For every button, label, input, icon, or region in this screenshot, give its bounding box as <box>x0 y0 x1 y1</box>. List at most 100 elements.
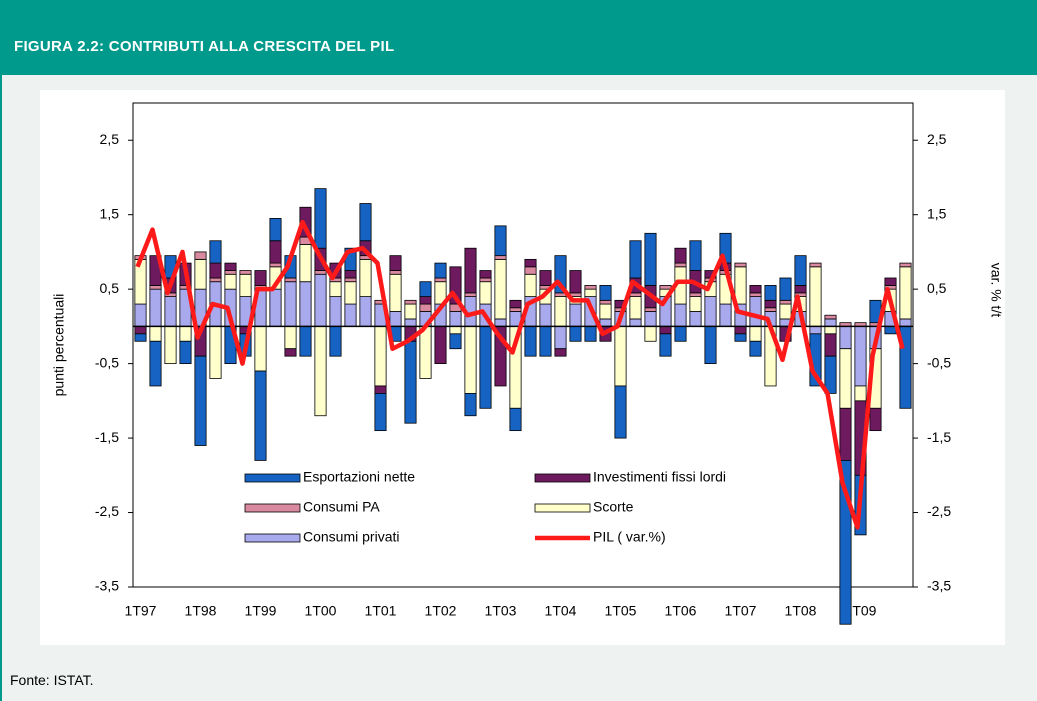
bar <box>554 348 567 357</box>
bar <box>134 325 147 335</box>
bar <box>464 292 477 297</box>
y2-tick-label: 0,5 <box>927 280 947 296</box>
bar <box>479 270 492 279</box>
legend-swatch <box>244 533 301 543</box>
bar <box>239 273 252 297</box>
bar <box>839 325 852 350</box>
bar <box>449 325 462 335</box>
bar <box>344 303 357 327</box>
bar <box>824 314 837 320</box>
y-tick-label: -0,5 <box>95 354 119 370</box>
legend-swatch <box>244 473 301 483</box>
bar <box>389 255 402 271</box>
bar <box>524 325 537 357</box>
bar <box>569 303 582 327</box>
legend-swatch <box>244 503 301 513</box>
legend-label: Scorte <box>593 499 634 515</box>
bar <box>509 299 522 309</box>
bar <box>584 325 597 342</box>
bar <box>704 325 717 365</box>
bar <box>764 299 777 309</box>
bar <box>584 288 597 297</box>
bar <box>644 307 657 312</box>
bar <box>899 262 912 268</box>
bar <box>869 407 882 432</box>
bar <box>449 333 462 350</box>
bar <box>794 285 807 294</box>
bar <box>764 285 777 301</box>
bar <box>299 281 312 327</box>
line-series <box>135 219 905 530</box>
bar <box>224 273 237 290</box>
legend-swatch <box>534 503 591 513</box>
bar <box>674 325 687 342</box>
bar <box>674 262 687 268</box>
bar <box>824 325 837 335</box>
x-tick-label: 1T07 <box>725 603 757 619</box>
bar <box>404 318 417 327</box>
bar <box>359 258 372 298</box>
chart: punti percentuali var. % t/t -3,5 -2,5 -1,… <box>40 90 1005 645</box>
bar <box>809 262 822 268</box>
bar <box>419 281 432 298</box>
bar <box>329 296 342 327</box>
bar <box>539 325 552 357</box>
legend-label: Consumi privati <box>303 529 399 545</box>
x-tick-label: 1T08 <box>785 603 817 619</box>
x-tick-label: 1T01 <box>365 603 397 619</box>
bar <box>239 270 252 275</box>
bar <box>629 240 642 279</box>
bar <box>644 311 657 327</box>
bar <box>419 296 432 305</box>
bar <box>479 281 492 305</box>
bar <box>254 370 267 461</box>
bar <box>599 285 612 301</box>
bar <box>899 318 912 327</box>
bar <box>824 318 837 327</box>
bar <box>734 333 747 342</box>
bar <box>734 325 747 335</box>
bar <box>809 266 822 327</box>
bar <box>404 299 417 305</box>
bar <box>734 266 747 305</box>
bar <box>659 285 672 290</box>
bar <box>434 277 447 283</box>
y2-tick-label: -2,5 <box>927 503 951 519</box>
bar <box>374 385 387 394</box>
bar <box>554 325 567 350</box>
bar <box>209 277 222 283</box>
bar <box>629 296 642 320</box>
bar <box>134 333 147 342</box>
y-tick-label: -1,5 <box>95 429 119 445</box>
bar <box>284 277 297 283</box>
bar <box>764 307 777 312</box>
x-tick-label: 1T09 <box>845 603 877 619</box>
y2-tick-label: -3,5 <box>927 578 951 594</box>
bar <box>839 348 852 409</box>
bar <box>419 303 432 312</box>
y2-tick-label: 1,5 <box>927 205 947 221</box>
y-axis-label: punti percentuali <box>51 294 67 397</box>
bar <box>254 270 267 286</box>
x-tick-label: 1T02 <box>425 603 457 619</box>
bar <box>569 270 582 294</box>
bar <box>749 325 762 342</box>
bar <box>269 262 282 268</box>
x-tick-label: 1T03 <box>485 603 517 619</box>
bar <box>749 296 762 327</box>
header: FIGURA 2.2: CONTRIBUTI ALLA CRESCITA DEL… <box>0 0 1037 75</box>
bar <box>884 325 897 335</box>
bar <box>299 244 312 283</box>
bar <box>599 303 612 320</box>
bar <box>809 325 822 335</box>
x-tick-label: 1T99 <box>245 603 277 619</box>
bar <box>284 348 297 357</box>
bar <box>599 299 612 305</box>
bar <box>614 385 627 439</box>
bar <box>434 262 447 279</box>
bar <box>314 270 327 275</box>
bar <box>269 218 282 242</box>
bar <box>554 255 567 294</box>
bar <box>224 262 237 271</box>
